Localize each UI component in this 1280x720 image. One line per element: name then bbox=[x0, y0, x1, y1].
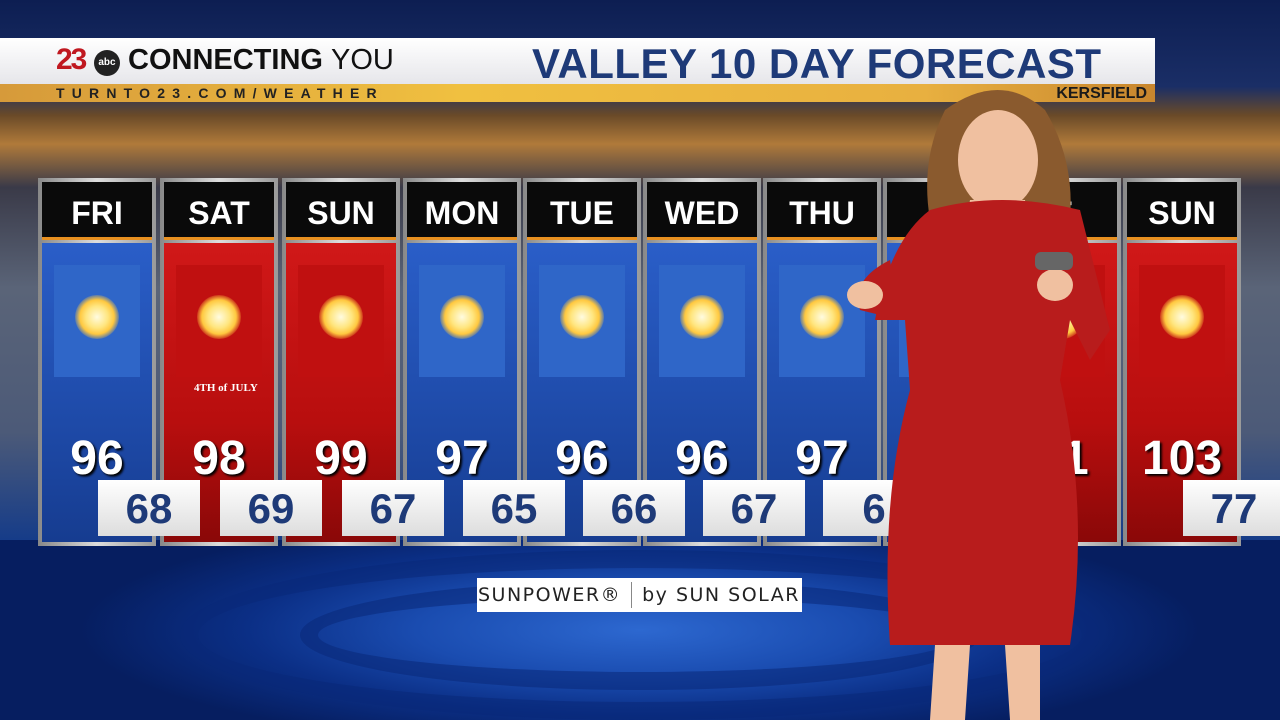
forecast-day-9: SUN 103 bbox=[1123, 178, 1241, 546]
forecast-day-3: MON 97 bbox=[403, 178, 521, 546]
sun-icon bbox=[1160, 295, 1204, 339]
station-logo: 23 bbox=[56, 43, 87, 76]
location-label: KERSFIELD bbox=[1056, 85, 1147, 102]
high-temp: 98 bbox=[192, 432, 246, 485]
day-label: FRI bbox=[42, 182, 152, 240]
day-label: SAT bbox=[164, 182, 274, 240]
high-temp: 96 bbox=[555, 432, 609, 485]
day-label: SUN bbox=[1127, 182, 1237, 240]
low-temp: 65 bbox=[463, 480, 565, 536]
low-temp: 68 bbox=[98, 480, 200, 536]
high-temp: 96 bbox=[675, 432, 729, 485]
high-temp: 97 bbox=[795, 432, 849, 485]
sun-icon bbox=[197, 295, 241, 339]
low-temp: 69 bbox=[220, 480, 322, 536]
abc-logo: abc bbox=[94, 50, 120, 76]
day-label: MON bbox=[407, 182, 517, 240]
day-label: TUE bbox=[527, 182, 637, 240]
high-temp: 96 bbox=[70, 432, 124, 485]
sun-icon bbox=[440, 295, 484, 339]
high-temp: 103 bbox=[1141, 432, 1223, 485]
low-temp: 67 bbox=[703, 480, 805, 536]
forecast-day-0: FRI 96 bbox=[38, 178, 156, 546]
sun-icon bbox=[319, 295, 363, 339]
forecast-title: VALLEY 10 DAY FORECAST bbox=[532, 40, 1102, 87]
day-label: SUN bbox=[286, 182, 396, 240]
sun-icon bbox=[75, 295, 119, 339]
sponsor-logo: SUNPOWER® by SUN SOLAR bbox=[477, 578, 802, 612]
low-temp: 66 bbox=[583, 480, 685, 536]
presenter bbox=[847, 90, 1110, 720]
website-url: TURNTO23.COM/WEATHER bbox=[56, 85, 384, 101]
slogan: CONNECTING YOU bbox=[128, 44, 394, 76]
high-temp: 99 bbox=[314, 432, 368, 485]
sun-icon bbox=[560, 295, 604, 339]
low-temp: 67 bbox=[342, 480, 444, 536]
sun-icon bbox=[680, 295, 724, 339]
header-banner: 23 abc CONNECTING YOU TURNTO23.COM/WEATH… bbox=[0, 38, 1155, 102]
sun-icon bbox=[800, 295, 844, 339]
day-label: WED bbox=[647, 182, 757, 240]
day-label: THU bbox=[767, 182, 877, 240]
high-temp: 97 bbox=[435, 432, 489, 485]
low-temp: 77 bbox=[1183, 480, 1280, 536]
fourth-of-july-badge: 4TH of JULY bbox=[194, 382, 258, 394]
